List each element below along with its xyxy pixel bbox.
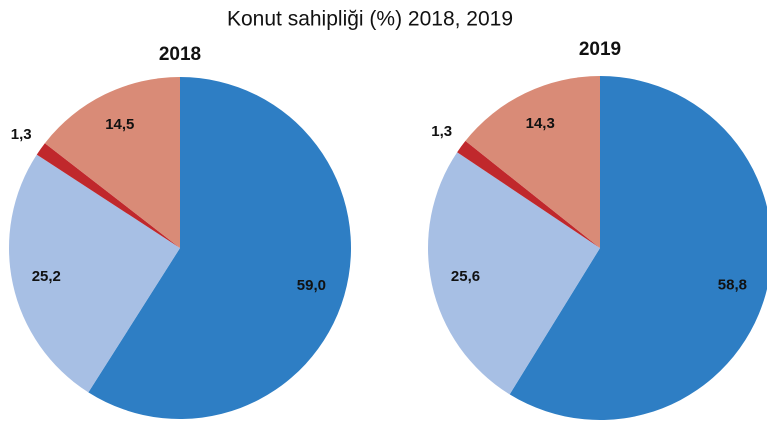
pie-title: 2019 — [579, 39, 621, 60]
pie-slice — [36, 143, 181, 248]
data-label: 25,2 — [32, 268, 61, 285]
pie-slice — [465, 76, 600, 248]
chart-title: Konut sahipliği (%) 2018, 2019 — [227, 8, 513, 31]
data-label: 59,0 — [297, 277, 326, 294]
data-label: 14,3 — [526, 115, 555, 132]
data-label: 25,6 — [451, 268, 480, 285]
data-label: 14,5 — [105, 116, 134, 133]
data-label: 1,3 — [11, 126, 32, 143]
pie-slice — [457, 140, 600, 248]
pie-slice — [509, 76, 767, 420]
pie-slice — [8, 154, 181, 393]
data-label: 1,3 — [431, 123, 452, 140]
pie-slice — [88, 77, 352, 419]
data-label: 58,8 — [718, 277, 747, 294]
pie-slice — [44, 77, 181, 248]
pie-slice — [427, 152, 600, 395]
pie-title: 2018 — [159, 44, 201, 65]
